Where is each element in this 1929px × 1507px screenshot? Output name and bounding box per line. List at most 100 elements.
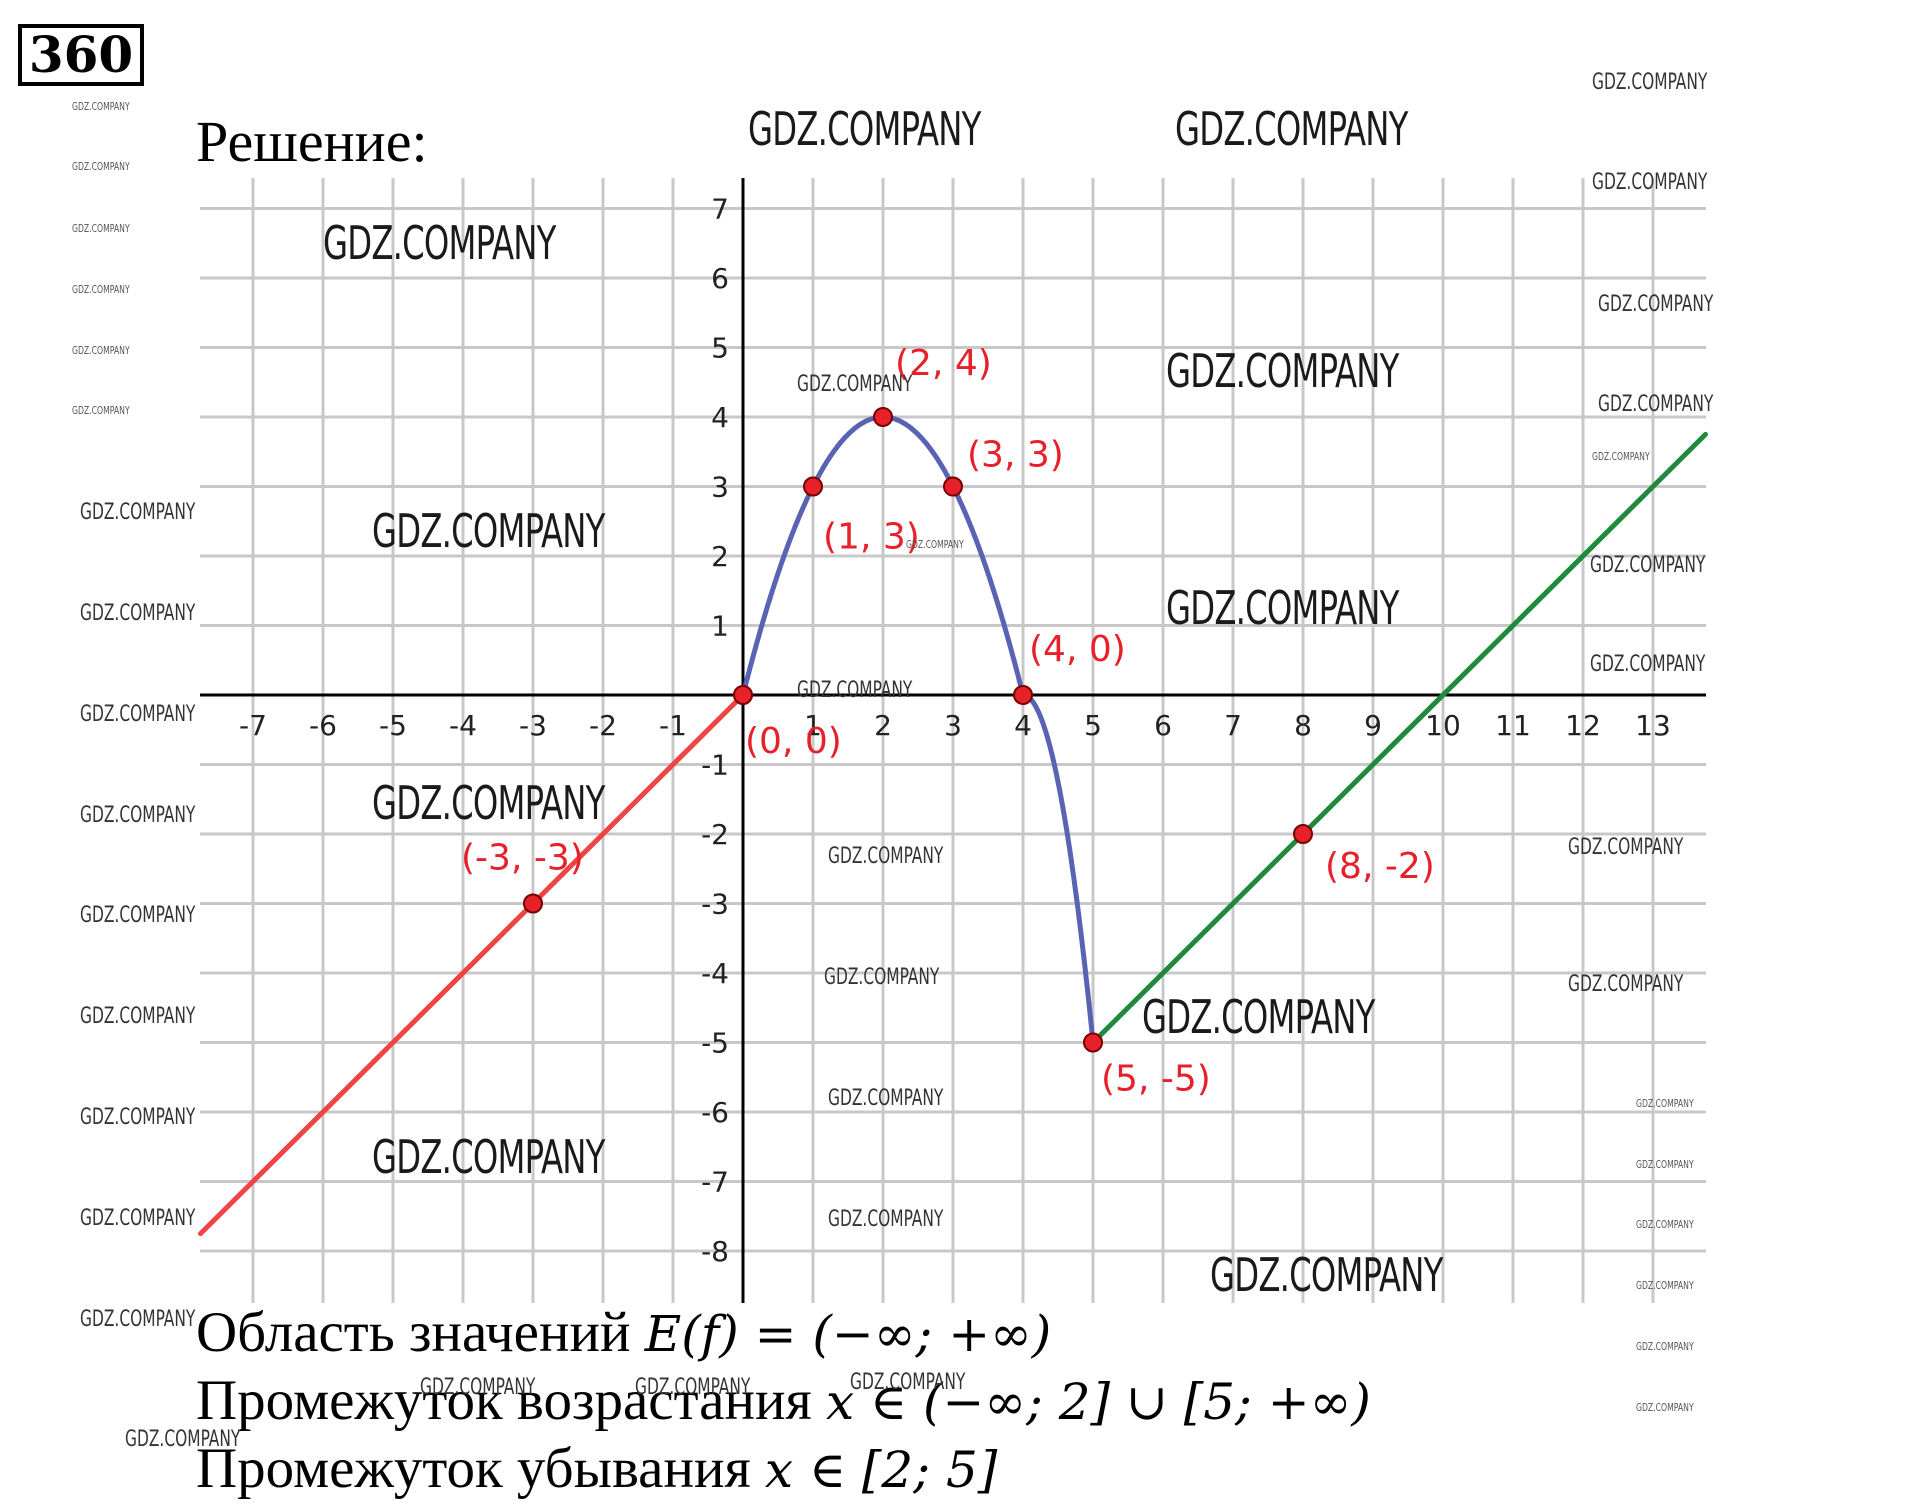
y-tick-label: 2: [711, 540, 729, 573]
point-label: (8, -2): [1325, 846, 1435, 887]
watermark-text: GDZ.COMPANY: [797, 372, 913, 397]
watermark-text: GDZ.COMPANY: [1636, 1279, 1694, 1292]
point-label: (0, 0): [745, 721, 842, 762]
watermark-text: GDZ.COMPANY: [1592, 70, 1708, 95]
data-point: [1013, 685, 1033, 705]
watermark-text: GDZ.COMPANY: [1590, 553, 1706, 578]
watermark-text: GDZ.COMPANY: [80, 1307, 196, 1332]
y-tick-label: 5: [711, 332, 729, 365]
watermark-text: GDZ.COMPANY: [1636, 1097, 1694, 1110]
point-label: (5, -5): [1101, 1059, 1211, 1100]
watermark-text: GDZ.COMPANY: [72, 160, 130, 173]
watermark-text: GDZ.COMPANY: [1166, 581, 1399, 635]
watermark-text: GDZ.COMPANY: [828, 1086, 944, 1111]
increasing-answer: Промежуток возрастания x ∈ (−∞; 2] ∪ [5;…: [196, 1368, 1371, 1433]
y-tick-label: -8: [701, 1235, 729, 1268]
decreasing-expression: x ∈ [2; 5]: [764, 1441, 998, 1499]
series-line-1: [740, 414, 1096, 1045]
y-tick-label: -1: [701, 749, 729, 782]
x-tick-label: -5: [379, 709, 407, 742]
watermark-text: GDZ.COMPANY: [828, 844, 944, 869]
series-lines: [198, 414, 1708, 1237]
watermark-text: GDZ.COMPANY: [1142, 990, 1375, 1044]
x-tick-label: 3: [944, 709, 962, 742]
x-tick-label: 7: [1224, 709, 1242, 742]
watermark-text: GDZ.COMPANY: [72, 222, 130, 235]
series-line-0: [198, 692, 746, 1237]
x-tick-label: -2: [589, 709, 617, 742]
watermark-text: GDZ.COMPANY: [1166, 344, 1399, 398]
x-tick-label: 12: [1565, 709, 1601, 742]
x-tick-label: -6: [309, 709, 337, 742]
watermark-text: GDZ.COMPANY: [80, 1004, 196, 1029]
data-point: [523, 893, 543, 914]
y-tick-label: -7: [701, 1166, 729, 1199]
range-expression: E(f) = (−∞; +∞): [644, 1305, 1052, 1363]
x-tick-label: -4: [449, 709, 477, 742]
watermark-text: GDZ.COMPANY: [824, 965, 940, 990]
x-tick-label: -1: [659, 709, 687, 742]
watermark-text: GDZ.COMPANY: [1568, 835, 1684, 860]
watermark-text: GDZ.COMPANY: [1636, 1340, 1694, 1353]
watermark-text: GDZ.COMPANY: [797, 678, 913, 703]
watermark-text: GDZ.COMPANY: [906, 538, 964, 551]
watermark-text: GDZ.COMPANY: [1210, 1248, 1443, 1302]
y-tick-label: -5: [701, 1027, 729, 1060]
point-label: (4, 0): [1029, 629, 1126, 670]
watermark-text: GDZ.COMPANY: [1568, 972, 1684, 997]
x-tick-label: 9: [1364, 709, 1382, 742]
point-label: (-3, -3): [461, 838, 584, 879]
watermark-text: GDZ.COMPANY: [72, 100, 130, 113]
y-tick-label: 3: [711, 471, 729, 504]
data-point: [873, 407, 893, 427]
solution-heading: Решение:: [196, 109, 428, 174]
y-tick-label: 1: [711, 610, 729, 643]
watermark-text: GDZ.COMPANY: [1590, 652, 1706, 677]
watermark-text: GDZ.COMPANY: [80, 1105, 196, 1130]
watermark-text: GDZ.COMPANY: [1175, 102, 1408, 156]
x-tick-label: 5: [1084, 709, 1102, 742]
x-tick-label: 10: [1425, 709, 1461, 742]
x-tick-label: 8: [1294, 709, 1312, 742]
x-tick-label: 11: [1495, 709, 1531, 742]
data-point: [1083, 1032, 1103, 1053]
watermark-text: GDZ.COMPANY: [372, 776, 605, 830]
watermark-text: GDZ.COMPANY: [125, 1427, 241, 1452]
x-tick-label: -3: [519, 709, 547, 742]
watermark-text: GDZ.COMPANY: [1592, 450, 1650, 463]
x-tick-label: 2: [874, 709, 892, 742]
watermark-text: GDZ.COMPANY: [80, 903, 196, 928]
watermark-text: GDZ.COMPANY: [1598, 392, 1714, 417]
watermark-text: GDZ.COMPANY: [80, 803, 196, 828]
y-tick-label: -2: [701, 818, 729, 851]
watermark-text: GDZ.COMPANY: [372, 1130, 605, 1184]
y-tick-label: -4: [701, 957, 729, 990]
y-tick-label: -3: [701, 888, 729, 921]
watermark-text: GDZ.COMPANY: [72, 283, 130, 296]
data-point: [1293, 824, 1313, 844]
watermark-text: GDZ.COMPANY: [1598, 292, 1714, 317]
x-tick-label: 1: [804, 709, 822, 742]
watermark-text: GDZ.COMPANY: [80, 1206, 196, 1231]
marked-points: (0, 0) (1, 3) (2, 4) (3, 3) (4, 0) (5, -5) (-3…: [461, 343, 1435, 1100]
watermark-text: GDZ.COMPANY: [828, 1207, 944, 1232]
tick-labels: -7 -6 -5 -4 -3 -2 -1 1 2 3 4 5 6 7 8 9 10 11 12 137654321-1…: [239, 193, 1671, 1269]
data-point: [803, 476, 823, 497]
decreasing-answer: Промежуток убывания x ∈ [2; 5]: [196, 1436, 997, 1501]
decreasing-prefix: Промежуток убывания: [196, 1437, 765, 1500]
watermark-text: GDZ.COMPANY: [80, 601, 196, 626]
x-tick-label: 13: [1635, 709, 1671, 742]
data-point: [733, 685, 753, 705]
y-tick-label: 7: [711, 193, 729, 226]
watermark-text: GDZ.COMPANY: [323, 216, 556, 270]
x-tick-label: -7: [239, 709, 267, 742]
watermark-text: GDZ.COMPANY: [72, 404, 130, 417]
y-tick-label: 4: [711, 401, 729, 434]
watermark-text: GDZ.COMPANY: [1636, 1401, 1694, 1414]
y-tick-label: -6: [701, 1096, 729, 1129]
series-line-2: [1090, 431, 1708, 1045]
watermark-text: GDZ.COMPANY: [635, 1375, 751, 1400]
watermark-text: GDZ.COMPANY: [372, 504, 605, 558]
data-point: [943, 476, 963, 497]
